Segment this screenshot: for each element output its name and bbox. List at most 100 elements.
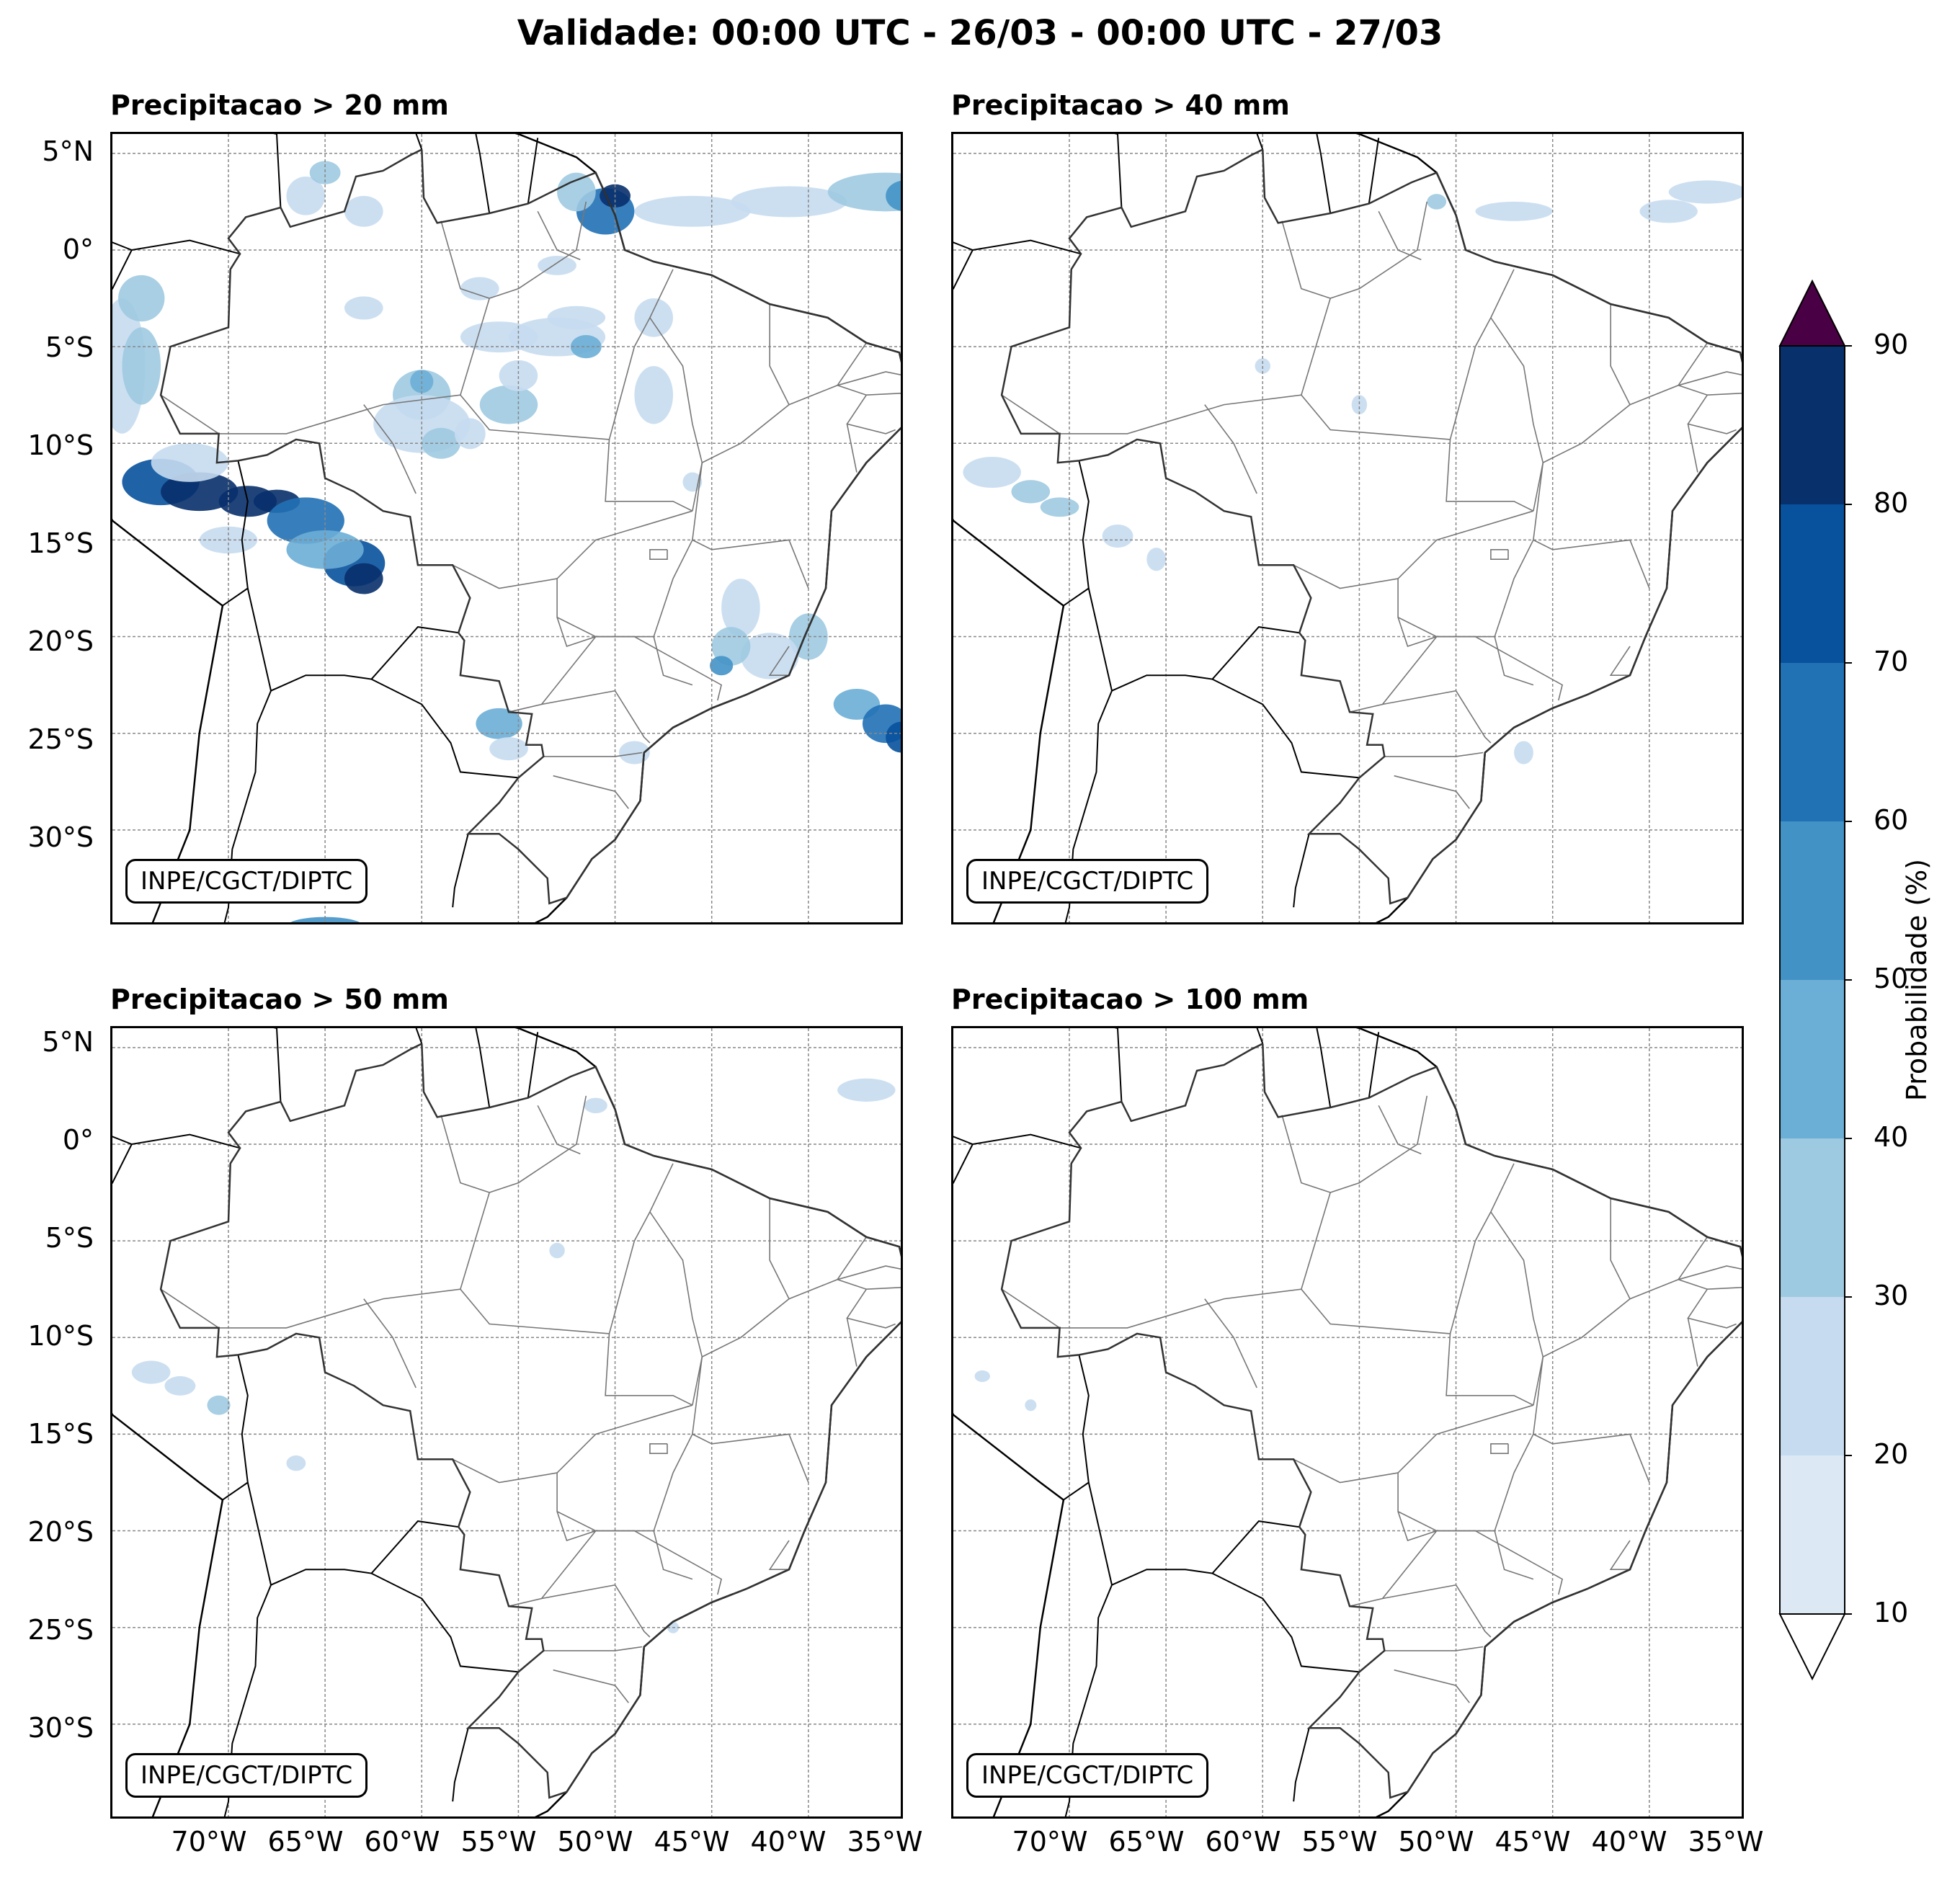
country-border [953,249,974,290]
panel-title-50mm: Precipitacao > 50 mm [110,984,449,1015]
state-border [846,1288,896,1329]
precip-area [122,327,161,405]
lat-tick: 15°S [27,527,94,559]
country-border [112,239,241,255]
state-border [452,564,558,589]
precip-area [570,335,602,359]
precip-area [1025,1399,1037,1412]
precip-area [549,1242,565,1259]
lon-tick: 70°W [171,1826,247,1858]
state-border [363,1298,416,1388]
country-border [452,1727,469,1802]
colorbar-segment [1780,663,1845,821]
state-border [1678,1279,1742,1290]
precip-area [499,360,538,391]
colorbar-tick-label: 90 [1874,329,1909,360]
state-border [541,1584,651,1638]
state-border [649,317,703,512]
colorbar-tick-label: 10 [1874,1597,1909,1628]
precip-area [837,1078,896,1102]
state-border [608,1163,674,1334]
precip-area [1351,395,1368,415]
state-border [1378,1105,1422,1155]
lon-tick: 60°W [1205,1826,1281,1858]
precip-area [454,418,486,450]
country-border [1212,678,1360,779]
lat-tick: 25°S [27,723,94,755]
precip-area [731,186,847,218]
state-border [489,1095,587,1193]
state-border [508,1511,598,1607]
state-border [363,404,416,494]
precip-area [344,296,383,320]
country-border [222,460,249,607]
state-border [1542,1198,1631,1357]
state-border [1490,317,1544,512]
country-border [1114,134,1123,208]
country-border [475,1028,491,1108]
state-border [1449,1163,1515,1334]
lat-tick: 5°N [42,135,94,167]
precip-area [151,443,228,482]
state-border [768,646,790,676]
country-border [1063,460,1090,607]
country-border [1368,1032,1380,1098]
precip-area [286,1455,306,1471]
colorbar-tick-label: 70 [1874,646,1909,677]
map-100mm [953,1028,1742,1816]
country-border [1368,138,1380,204]
country-border [953,1143,974,1185]
state-border [1494,1530,1534,1580]
country-border [475,134,491,214]
lon-tick: 40°W [1591,1826,1667,1858]
lat-tick: 10°S [27,429,94,461]
state-border [649,1211,703,1406]
precip-area [344,195,383,227]
brazil-border [1000,148,1742,905]
coastline [112,1028,901,1816]
state-border [1687,1318,1698,1367]
precip-area [710,656,734,676]
state-border [1678,371,1742,386]
colorbar-tick-label: 50 [1874,963,1909,994]
figure-title: Validade: 00:00 UTC - 26/03 - 00:00 UTC … [517,13,1443,53]
credit-label: INPE/CGCT/DIPTC [125,1753,368,1798]
colorbar-segment [1780,346,1845,504]
state-border [1687,1288,1737,1329]
country-border [246,588,459,692]
state-border [1378,210,1422,261]
state-border [788,342,867,406]
country-border [273,1028,282,1102]
panel-title-100mm: Precipitacao > 100 mm [951,984,1309,1015]
colorbar-tick-label: 60 [1874,804,1909,836]
state-border [489,201,587,299]
state-border [837,1279,901,1290]
state-border [556,510,693,638]
colorbar-segment [1780,821,1845,980]
precip-area [886,721,901,753]
state-border [1349,1511,1439,1607]
country-border [112,1143,133,1185]
gridlines [953,134,1742,922]
precip-area [584,1097,607,1114]
precip-area [886,180,901,211]
state-border [537,1105,581,1155]
brazil-border [1000,1043,1742,1799]
precip-area [721,579,760,637]
coastline [953,134,1742,922]
state-border [1446,1333,1534,1406]
state-border [1384,752,1484,757]
lat-tick: 5°N [42,1026,94,1058]
precip-contours [963,180,1742,764]
state-border [649,549,668,560]
state-border [1542,304,1631,463]
country-border [1316,1028,1332,1108]
state-border [846,424,858,473]
state-border [508,617,598,713]
lat-tick: 15°S [27,1418,94,1450]
precip-area [557,172,596,212]
state-border [1678,1265,1742,1280]
colorbar-under-triangle [1778,1613,1846,1681]
credit-label: INPE/CGCT/DIPTC [966,1753,1209,1798]
credit-label: INPE/CGCT/DIPTC [125,859,368,904]
